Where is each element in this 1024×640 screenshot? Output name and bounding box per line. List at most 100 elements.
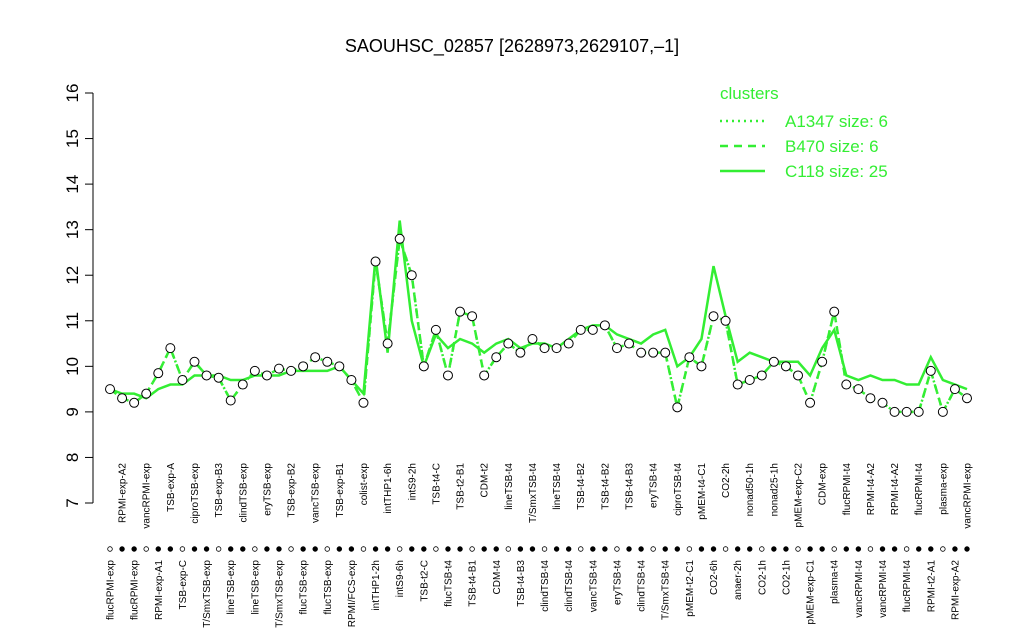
x-tick-label: clindTSB-t4	[637, 560, 648, 612]
chart-title: SAOUHSC_02857 [2628973,2629107,–1]	[345, 36, 679, 57]
x-tick-label: lineTSB-exp	[250, 560, 261, 615]
data-point	[696, 361, 707, 372]
rug-dot	[928, 546, 934, 552]
rug-dot	[940, 546, 946, 552]
x-tick-label: flucTSB-t4	[443, 560, 454, 607]
data-point	[455, 306, 466, 317]
data-point	[768, 356, 779, 367]
data-point	[648, 347, 659, 358]
rug-dot	[807, 546, 813, 552]
data-point	[611, 343, 622, 354]
rug-dot	[276, 546, 282, 552]
data-point	[599, 320, 610, 331]
data-point	[720, 315, 731, 326]
rug-dot	[747, 546, 753, 552]
data-point	[237, 379, 248, 390]
x-tick-label: intS9-6h	[395, 560, 406, 597]
x-tick-label: vancRPMI-t4	[854, 560, 865, 618]
data-point	[744, 375, 755, 385]
data-point	[249, 365, 260, 376]
rug-dot	[734, 546, 741, 552]
x-tick-label: RPMI-exp-A1	[154, 560, 165, 620]
x-tick-label: TSB-exp-C	[178, 560, 189, 609]
data-point	[322, 356, 333, 367]
rug-dot	[614, 546, 620, 552]
data-point	[672, 402, 683, 413]
data-point	[962, 393, 972, 404]
data-point	[394, 233, 405, 244]
x-tick-label: colist-exp	[359, 463, 370, 506]
rug-dot	[300, 546, 306, 552]
data-point	[793, 370, 804, 381]
rug-dot	[674, 546, 681, 552]
data-point	[937, 406, 948, 417]
rug-dot	[264, 546, 270, 552]
rug-dot	[891, 546, 898, 552]
rug-dot	[831, 546, 837, 552]
x-tick-label: nonad50-1h	[745, 463, 756, 516]
data-point	[165, 343, 176, 354]
data-point	[732, 379, 743, 390]
x-tick-label: TSB-t2-B1	[456, 463, 467, 510]
rug-dot	[855, 546, 862, 552]
data-point	[684, 352, 695, 363]
rug-dot	[396, 546, 403, 552]
x-tick-label: plasma-t4	[830, 560, 841, 604]
data-point	[467, 311, 478, 322]
rug-dot	[505, 546, 512, 552]
rug-dot	[240, 546, 246, 552]
data-point	[660, 347, 671, 358]
x-tick-label: intTHP1-6h	[383, 463, 394, 514]
rug-dot	[626, 546, 632, 552]
rug-dot	[650, 546, 656, 552]
x-tick-label: clindTSB-exp	[238, 463, 249, 523]
rug-dot	[916, 546, 922, 552]
data-point	[201, 370, 212, 381]
data-point	[479, 370, 490, 381]
data-point	[708, 311, 719, 322]
rug-dot	[445, 546, 451, 552]
x-tick-label: pMEM-t4-C1	[697, 463, 708, 520]
rug-dot	[783, 546, 789, 552]
x-tick-label: RPMI/FCS-exp	[347, 560, 358, 628]
rug-dot	[469, 546, 475, 552]
x-tick-label: clindTSB-t4	[540, 560, 551, 612]
x-tick-label: pMEM-exp-C2	[794, 463, 805, 528]
data-point	[780, 361, 791, 372]
data-point	[539, 343, 550, 354]
y-tick-label: 11	[63, 312, 82, 330]
x-tick-label: nonad25-1h	[769, 463, 780, 516]
rug-dot	[360, 546, 367, 552]
data-point	[129, 397, 140, 408]
data-point	[877, 397, 888, 408]
x-tick-label: flucRPMI-exp	[106, 560, 117, 620]
x-tick-label: eryTSB-t4	[649, 463, 660, 508]
x-tick-label: eryTSB-exp	[262, 463, 273, 516]
data-point	[418, 361, 429, 372]
data-point	[527, 334, 538, 344]
data-point	[515, 347, 526, 358]
data-point	[298, 361, 309, 372]
rug-dot	[879, 546, 886, 552]
x-tick-label: anaer-2h	[733, 560, 744, 600]
legend-title: clusters	[720, 84, 779, 103]
rug-dot	[529, 546, 536, 552]
data-point	[286, 365, 297, 376]
rug-dot	[517, 546, 524, 552]
x-tick-label: RPMI-t2-A1	[926, 560, 937, 613]
x-tick-label: RPMI-exp-A2	[950, 560, 961, 620]
x-tick-label: CDM-t4	[492, 560, 503, 595]
y-tick-label: 15	[63, 129, 82, 148]
data-point	[756, 370, 767, 381]
rug-dot	[795, 546, 801, 552]
rug-dot	[215, 546, 222, 552]
data-point	[382, 338, 393, 349]
data-point	[853, 384, 864, 395]
rug-dot	[421, 546, 427, 552]
x-tick-label: vancTSB-t4	[588, 560, 599, 613]
rug-dot	[324, 546, 330, 552]
rug-dot	[433, 546, 439, 552]
rug-dot	[843, 546, 849, 552]
x-tick-label: lineTSB-t4	[552, 463, 563, 510]
data-point	[105, 384, 115, 395]
